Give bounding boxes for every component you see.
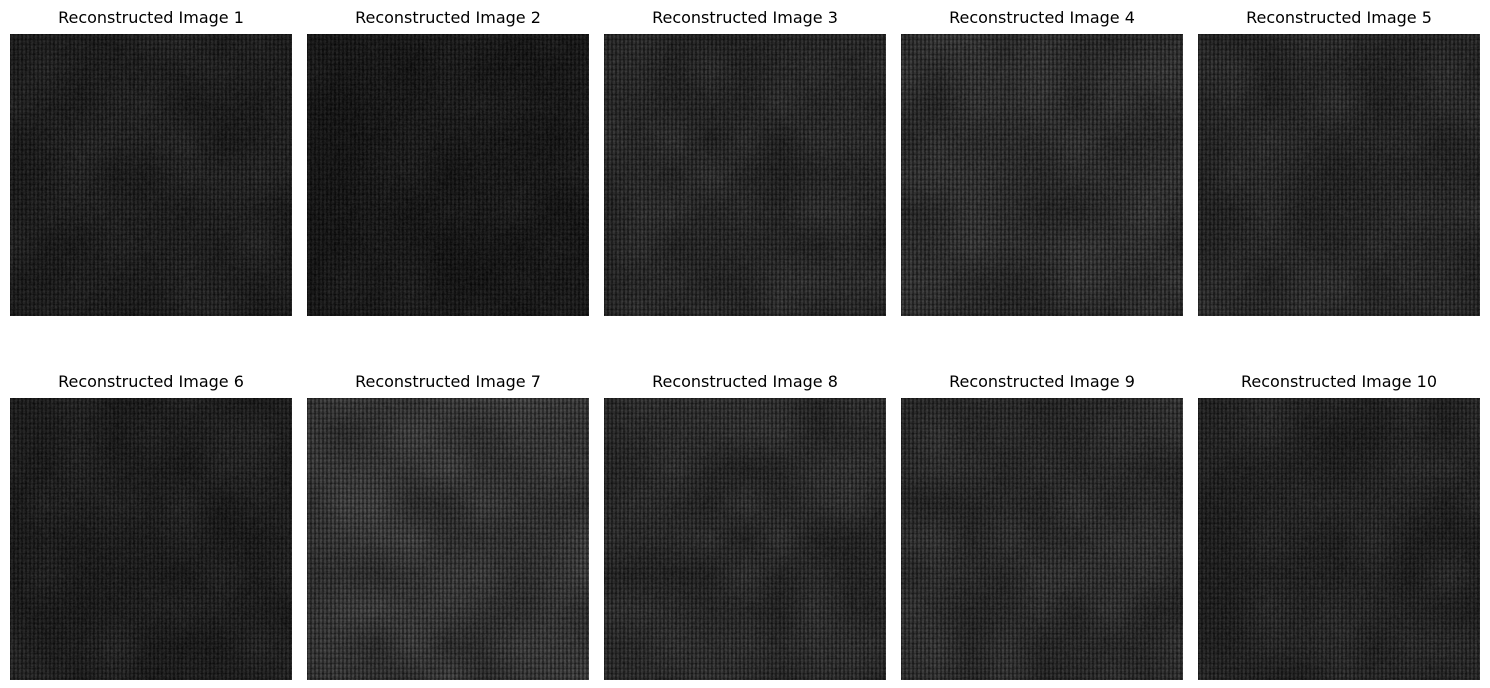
panel-title: Reconstructed Image 9	[949, 372, 1135, 391]
reconstructed-image	[10, 398, 292, 680]
reconstructed-image	[1198, 34, 1480, 316]
panel-title: Reconstructed Image 2	[355, 8, 541, 27]
reconstructed-image	[604, 398, 886, 680]
panel-title: Reconstructed Image 8	[652, 372, 838, 391]
reconstructed-image	[1198, 398, 1480, 680]
panel-title: Reconstructed Image 7	[355, 372, 541, 391]
reconstructed-image	[307, 398, 589, 680]
panel-title: Reconstructed Image 6	[58, 372, 244, 391]
panel-title: Reconstructed Image 3	[652, 8, 838, 27]
reconstructed-image	[604, 34, 886, 316]
reconstructed-image	[307, 34, 589, 316]
panel-title: Reconstructed Image 5	[1246, 8, 1432, 27]
panel-title: Reconstructed Image 10	[1240, 372, 1437, 391]
panel-title: Reconstructed Image 1	[58, 8, 244, 27]
reconstructed-image	[901, 398, 1183, 680]
reconstructed-image	[901, 34, 1183, 316]
panel-title: Reconstructed Image 4	[949, 8, 1135, 27]
reconstructed-image	[10, 34, 292, 316]
